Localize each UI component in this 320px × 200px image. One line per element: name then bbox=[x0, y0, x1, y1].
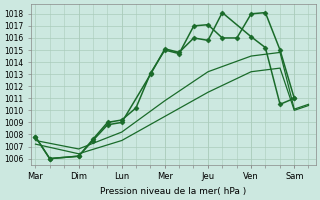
X-axis label: Pression niveau de la mer( hPa ): Pression niveau de la mer( hPa ) bbox=[100, 187, 247, 196]
